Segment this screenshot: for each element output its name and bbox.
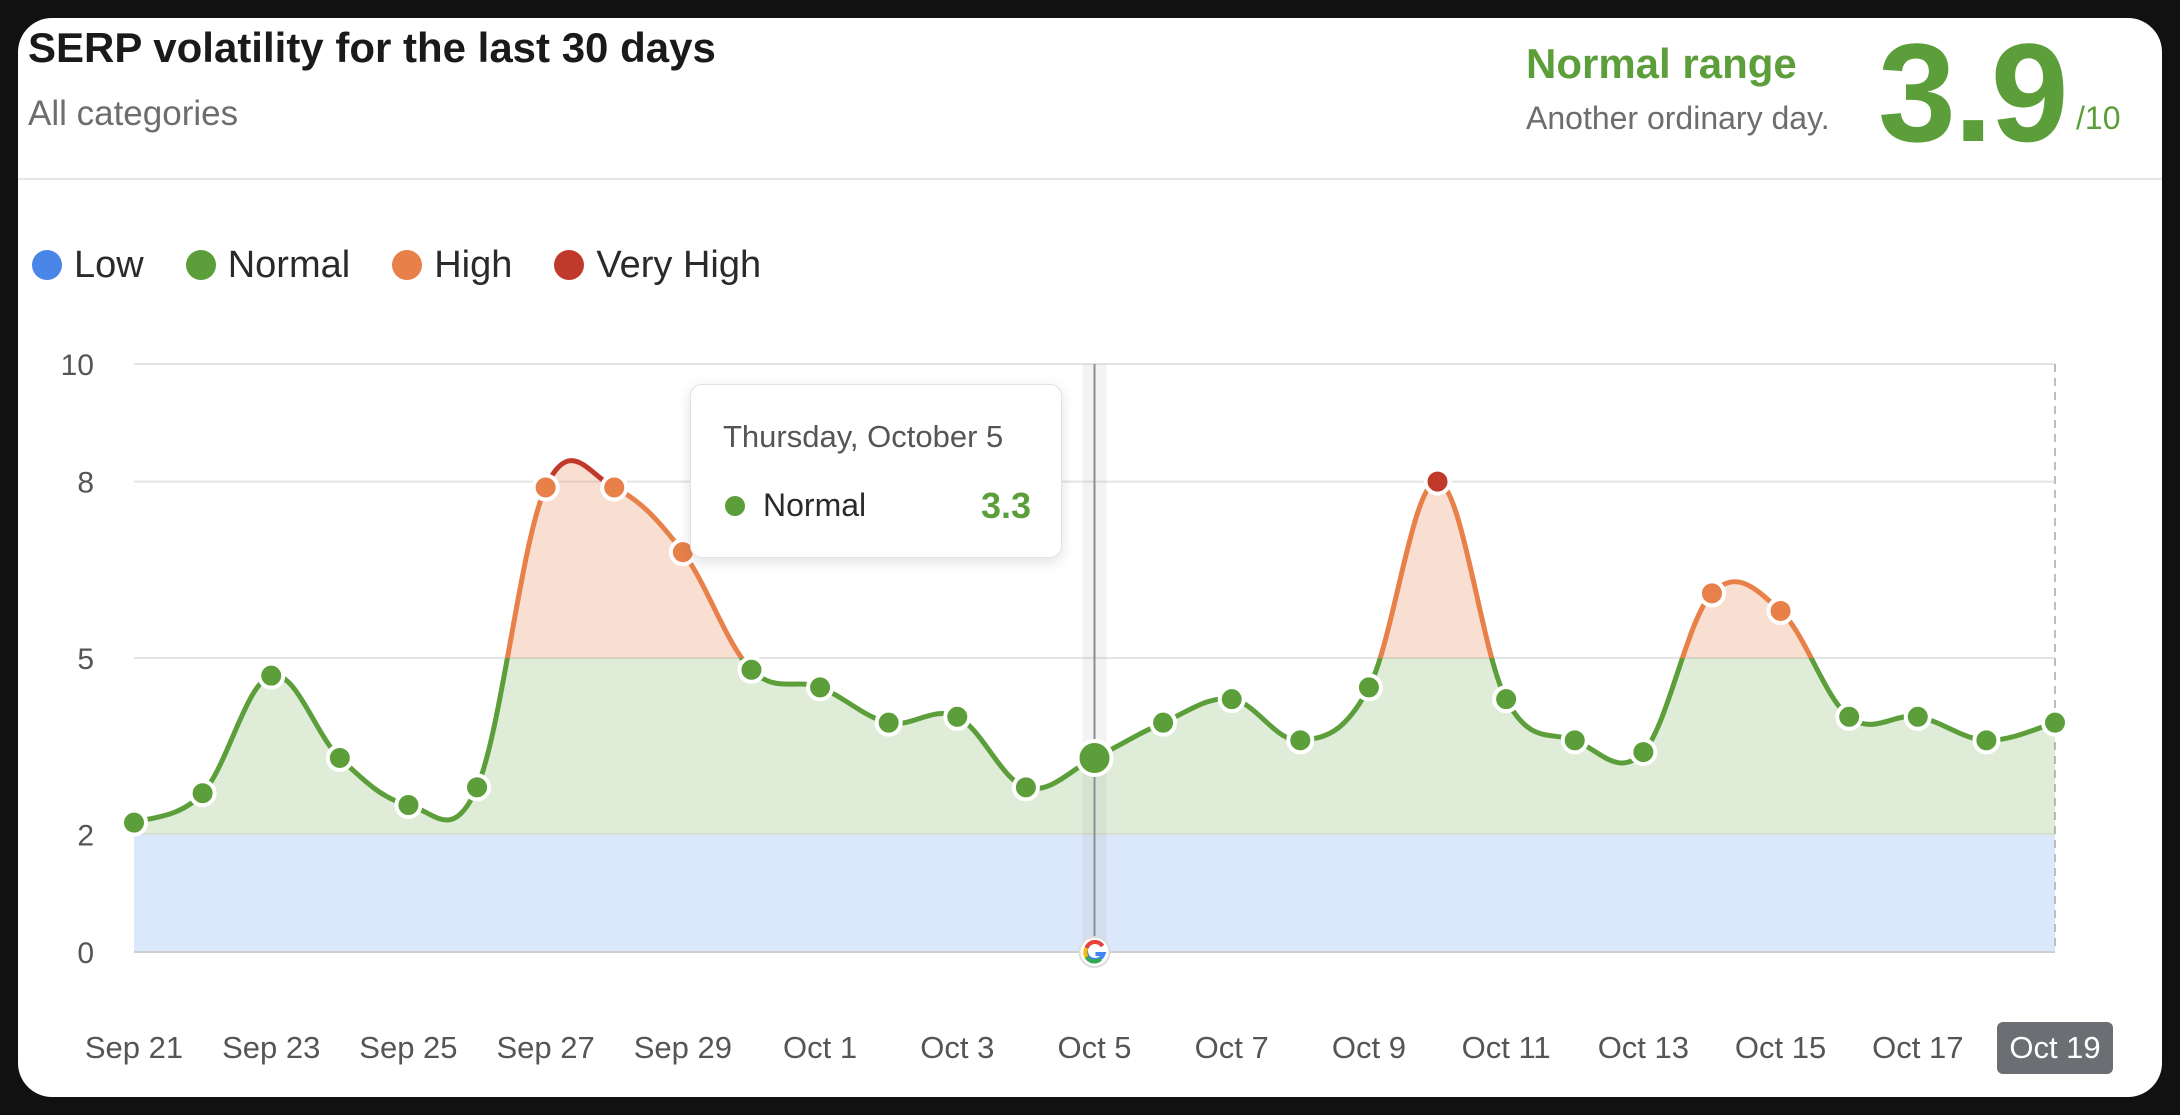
x-tick-label-sep-21: Sep 21 <box>85 1030 183 1065</box>
legend-dot-very-high <box>554 250 585 280</box>
tooltip: Thursday, October 5 Normal 3.3 <box>690 384 1062 558</box>
x-tick-label-sep-23: Sep 23 <box>222 1030 320 1065</box>
data-point-oct-6 <box>1149 708 1178 737</box>
legend-label-very-high: Very High <box>596 243 762 286</box>
data-point-oct-9 <box>1354 673 1383 702</box>
legend-item-very-high[interactable]: Very High <box>554 244 761 287</box>
data-point-sep-22 <box>188 779 217 808</box>
x-tick-label-oct-9: Oct 9 <box>1332 1030 1406 1065</box>
x-tick-label-oct-13: Oct 13 <box>1598 1030 1689 1065</box>
legend-item-low[interactable]: Low <box>32 244 144 287</box>
chart-legend: Low Normal High Very High <box>32 240 803 290</box>
google-icon-glyph-green <box>1084 955 1102 964</box>
data-point-oct-19 <box>2041 708 2069 737</box>
data-point-oct-12 <box>1560 726 1589 755</box>
y-tick-label-2: 2 <box>77 819 94 852</box>
google-icon-glyph-red <box>1084 940 1105 949</box>
x-tick-label-sep-25: Sep 25 <box>359 1030 457 1065</box>
data-point-oct-4 <box>1011 773 1040 802</box>
data-point-sep-30 <box>737 655 766 684</box>
x-tick-label-oct-19: Oct 19 <box>2009 1030 2100 1065</box>
data-point-sep-28 <box>600 473 629 502</box>
data-point-oct-11 <box>1492 685 1521 714</box>
header: SERP volatility for the last 30 days All… <box>18 18 2162 180</box>
data-point-oct-5 <box>1075 738 1114 777</box>
data-point-sep-27 <box>531 473 560 502</box>
volatility-card: SERP volatility for the last 30 days All… <box>18 18 2162 1097</box>
google-icon-glyph-yellow <box>1083 947 1089 958</box>
data-point-oct-2 <box>874 708 903 737</box>
legend-item-high[interactable]: High <box>392 244 512 287</box>
x-tick-label-oct-17: Oct 17 <box>1872 1030 1963 1065</box>
data-point-sep-25 <box>394 791 423 819</box>
x-tick-label-oct-11: Oct 11 <box>1462 1030 1551 1065</box>
data-point-oct-15 <box>1766 596 1795 625</box>
y-tick-label-10: 10 <box>61 349 94 382</box>
data-point-oct-18 <box>1972 726 2001 755</box>
x-tick-label-oct-5: Oct 5 <box>1057 1030 1131 1065</box>
data-point-oct-13 <box>1629 738 1658 767</box>
legend-label-high: High <box>434 243 513 286</box>
range-description: Another ordinary day. <box>1526 100 1830 136</box>
data-point-oct-17 <box>1903 702 1932 731</box>
volatility-chart: 0 2 5 8 10 Sep 21 Sep 23 Sep 25 Sep 27 Sep 29 Oct … <box>61 349 2113 1074</box>
x-tick-label-sep-27: Sep 27 <box>497 1030 595 1065</box>
legend-label-normal: Normal <box>227 243 351 286</box>
data-point-oct-8 <box>1286 726 1315 755</box>
data-point-oct-1 <box>806 673 835 702</box>
legend-dot-normal <box>185 250 216 280</box>
legend-dot-low <box>32 250 62 280</box>
x-tick-label-oct-15: Oct 15 <box>1735 1030 1826 1065</box>
page-title: SERP volatility for the last 30 days <box>28 24 716 71</box>
data-point-sep-21 <box>120 808 148 837</box>
data-point-sep-23 <box>257 661 286 690</box>
data-point-oct-7 <box>1217 685 1246 714</box>
x-tick-highlight <box>1997 1022 2113 1074</box>
x-tick-label-oct-7: Oct 7 <box>1195 1030 1269 1065</box>
tooltip-value: 3.3 <box>980 485 1031 526</box>
data-point-oct-16 <box>1835 702 1864 731</box>
data-point-oct-14 <box>1697 579 1726 608</box>
range-label: Normal range <box>1526 40 1797 87</box>
tooltip-dot <box>725 496 745 516</box>
tooltip-label: Normal <box>763 487 867 523</box>
tooltip-date: Thursday, October 5 <box>723 419 1004 454</box>
high-area <box>507 460 1812 658</box>
x-tick-label-sep-29: Sep 29 <box>634 1030 732 1065</box>
x-tick-label-oct-3: Oct 3 <box>920 1030 994 1065</box>
google-update-icon <box>1078 936 1111 968</box>
volatility-score: 3.9 <box>1878 18 2069 171</box>
data-point-sep-24 <box>325 743 354 772</box>
category-subtitle[interactable]: All categories <box>28 94 239 133</box>
data-point-sep-26 <box>463 773 492 802</box>
y-tick-label-5: 5 <box>77 643 94 676</box>
x-tick-label-oct-1: Oct 1 <box>783 1030 857 1065</box>
normal-area <box>134 658 2055 835</box>
y-tick-label-8: 8 <box>77 467 94 500</box>
data-point-oct-10 <box>1423 467 1452 496</box>
legend-dot-high <box>392 250 423 280</box>
legend-label-low: Low <box>74 243 144 286</box>
data-point-oct-3 <box>943 702 972 731</box>
legend-item-normal[interactable]: Normal <box>185 243 351 287</box>
y-tick-label-0: 0 <box>77 937 94 970</box>
score-denominator: /10 <box>2076 100 2121 136</box>
